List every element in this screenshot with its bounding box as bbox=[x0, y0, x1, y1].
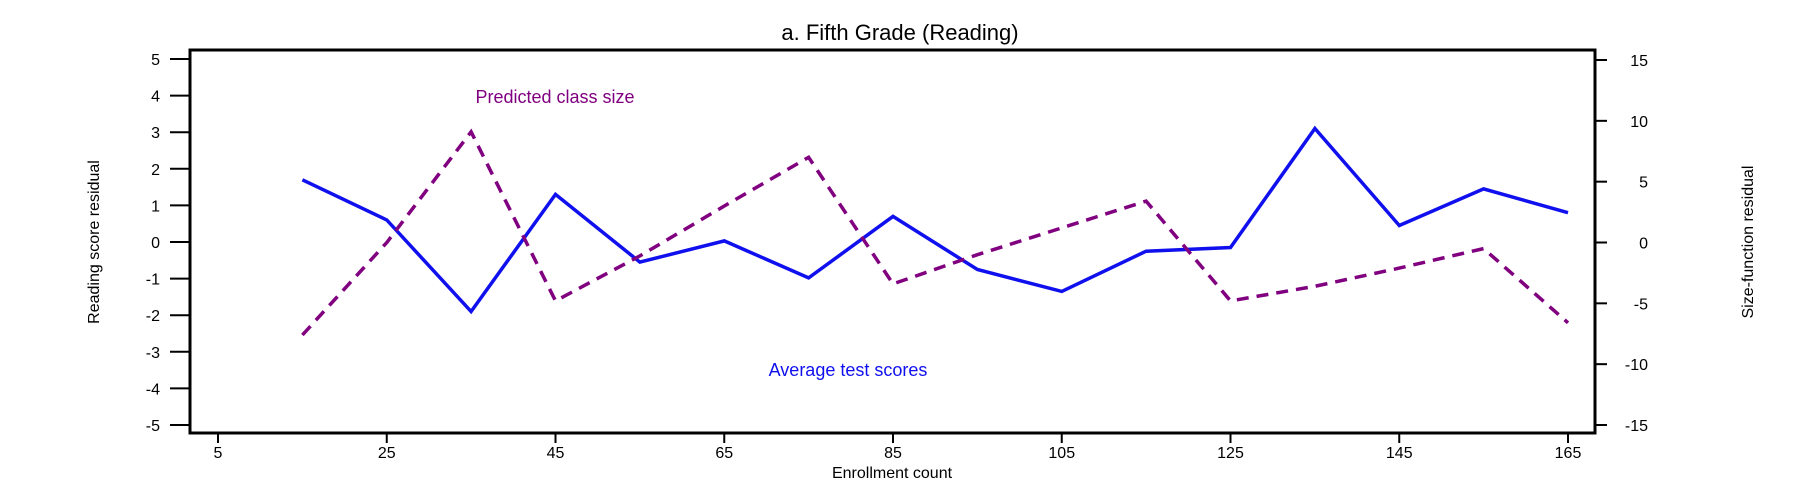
x-axis-title: Enrollment count bbox=[832, 465, 953, 482]
y-left-tick-label: -3 bbox=[146, 345, 160, 362]
y-left-tick-label: 3 bbox=[151, 125, 160, 142]
x-tick-label: 45 bbox=[547, 445, 565, 462]
y-left-tick-label: -2 bbox=[146, 308, 160, 325]
y-right-tick-label: 10 bbox=[1630, 114, 1648, 131]
series-lines bbox=[301, 125, 1570, 337]
y-right-tick-label: -10 bbox=[1625, 357, 1648, 374]
x-tick-label: 65 bbox=[715, 445, 733, 462]
y-left-tick-label: -4 bbox=[146, 381, 160, 398]
y-left-tick-label: -1 bbox=[146, 272, 160, 289]
series-line-class-size bbox=[301, 128, 1570, 337]
x-tick-label: 5 bbox=[214, 445, 223, 462]
x-tick-label: 85 bbox=[884, 445, 902, 462]
series-label-class-size: Predicted class size bbox=[475, 87, 634, 107]
x-axis: 5 25 45 65 85 105 125 145 165 bbox=[214, 433, 1582, 462]
x-tick-label: 145 bbox=[1386, 445, 1413, 462]
y-left-tick-label: 5 bbox=[151, 52, 160, 69]
y-right-tick-label: 0 bbox=[1639, 236, 1648, 253]
y-left-tick-label: 4 bbox=[151, 89, 160, 106]
series-label-test-scores: Average test scores bbox=[769, 360, 928, 380]
chart-title: a. Fifth Grade (Reading) bbox=[781, 20, 1018, 45]
y-axis-right-title: Size-function residual bbox=[1740, 166, 1757, 319]
series-line-test-scores bbox=[301, 125, 1569, 315]
x-tick-label: 105 bbox=[1048, 445, 1075, 462]
y-right-tick-label: 15 bbox=[1630, 53, 1648, 70]
y-left-tick-label: 0 bbox=[151, 235, 160, 252]
y-right-tick-label: 5 bbox=[1639, 175, 1648, 192]
y-right-tick-label: -15 bbox=[1625, 418, 1648, 435]
y-left-tick-label: -5 bbox=[146, 418, 160, 435]
y-left-tick-label: 2 bbox=[151, 162, 160, 179]
x-tick-label: 25 bbox=[378, 445, 396, 462]
y-axis-left-title: Reading score residual bbox=[86, 160, 103, 324]
y-left-tick-label: 1 bbox=[151, 198, 160, 215]
x-tick-label: 125 bbox=[1217, 445, 1244, 462]
y-axis-right: -15 -10 -5 0 5 10 15 bbox=[1595, 53, 1648, 435]
x-tick-label: 165 bbox=[1555, 445, 1582, 462]
y-axis-left: -5 -4 -3 -2 -1 0 1 2 3 4 5 bbox=[146, 52, 190, 435]
y-right-tick-label: -5 bbox=[1634, 296, 1648, 313]
